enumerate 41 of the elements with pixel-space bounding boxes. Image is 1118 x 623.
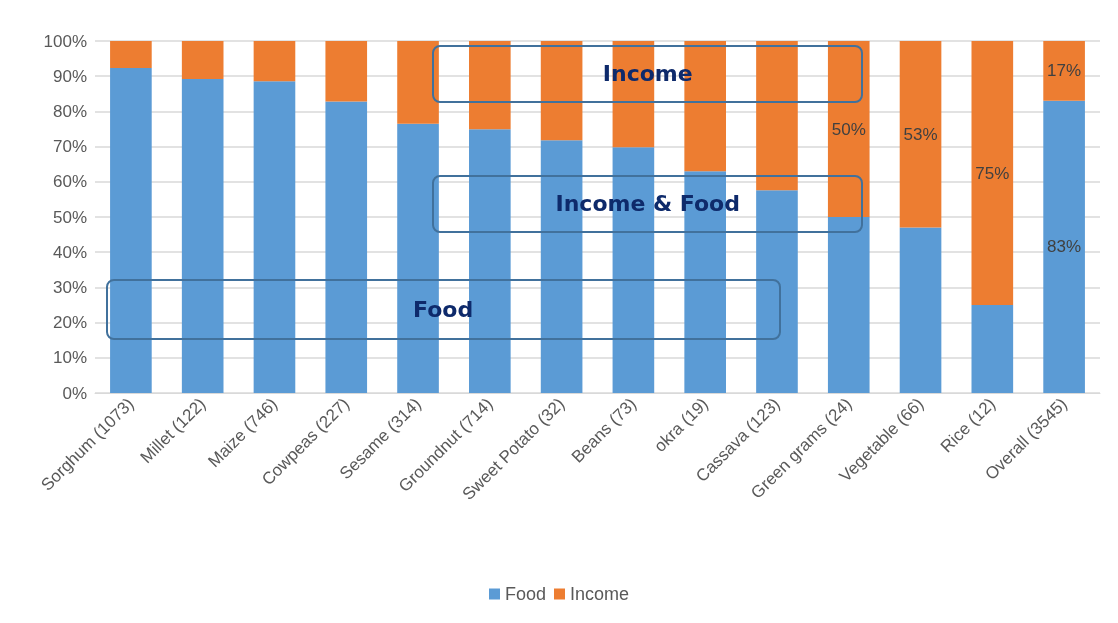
bar	[325, 41, 368, 102]
bar	[827, 217, 870, 393]
bar	[827, 41, 870, 217]
data-label: 53%	[903, 124, 938, 144]
y-tick-label: 0%	[62, 383, 87, 403]
data-label: 50%	[831, 119, 866, 139]
y-tick-label: 90%	[52, 66, 87, 86]
bar	[1043, 41, 1085, 101]
bar	[540, 41, 583, 141]
y-tick-label: 60%	[52, 172, 87, 192]
legend-label: Food	[504, 584, 546, 604]
y-tick-label: 20%	[52, 313, 87, 333]
data-label: 17%	[1047, 61, 1082, 81]
y-tick-label: 40%	[52, 242, 87, 262]
bar	[181, 79, 224, 393]
bar	[971, 41, 1014, 305]
y-tick-label: 50%	[52, 207, 87, 227]
legend-label: Income	[570, 584, 630, 604]
x-tick-label: okra (19)	[650, 394, 712, 456]
bar	[756, 190, 798, 393]
bar	[1043, 100, 1085, 393]
x-tick-label: Rice (12)	[936, 394, 1000, 457]
bar	[899, 41, 942, 228]
data-label: 83%	[1047, 237, 1082, 257]
bar	[253, 81, 296, 393]
bar	[181, 41, 224, 80]
y-tick-label: 70%	[52, 137, 87, 157]
data-label: 75%	[975, 163, 1010, 183]
bar	[110, 68, 152, 393]
bar	[756, 41, 798, 191]
y-tick-label: 10%	[52, 348, 87, 368]
y-tick-label: 100%	[43, 31, 87, 51]
bar	[971, 305, 1014, 393]
y-tick-label: 80%	[52, 101, 87, 121]
bar	[899, 227, 942, 393]
bar	[325, 101, 368, 393]
bar	[253, 41, 296, 82]
bar	[397, 41, 439, 124]
bar	[110, 41, 152, 69]
y-tick-label: 30%	[52, 277, 87, 297]
bar	[469, 41, 511, 130]
